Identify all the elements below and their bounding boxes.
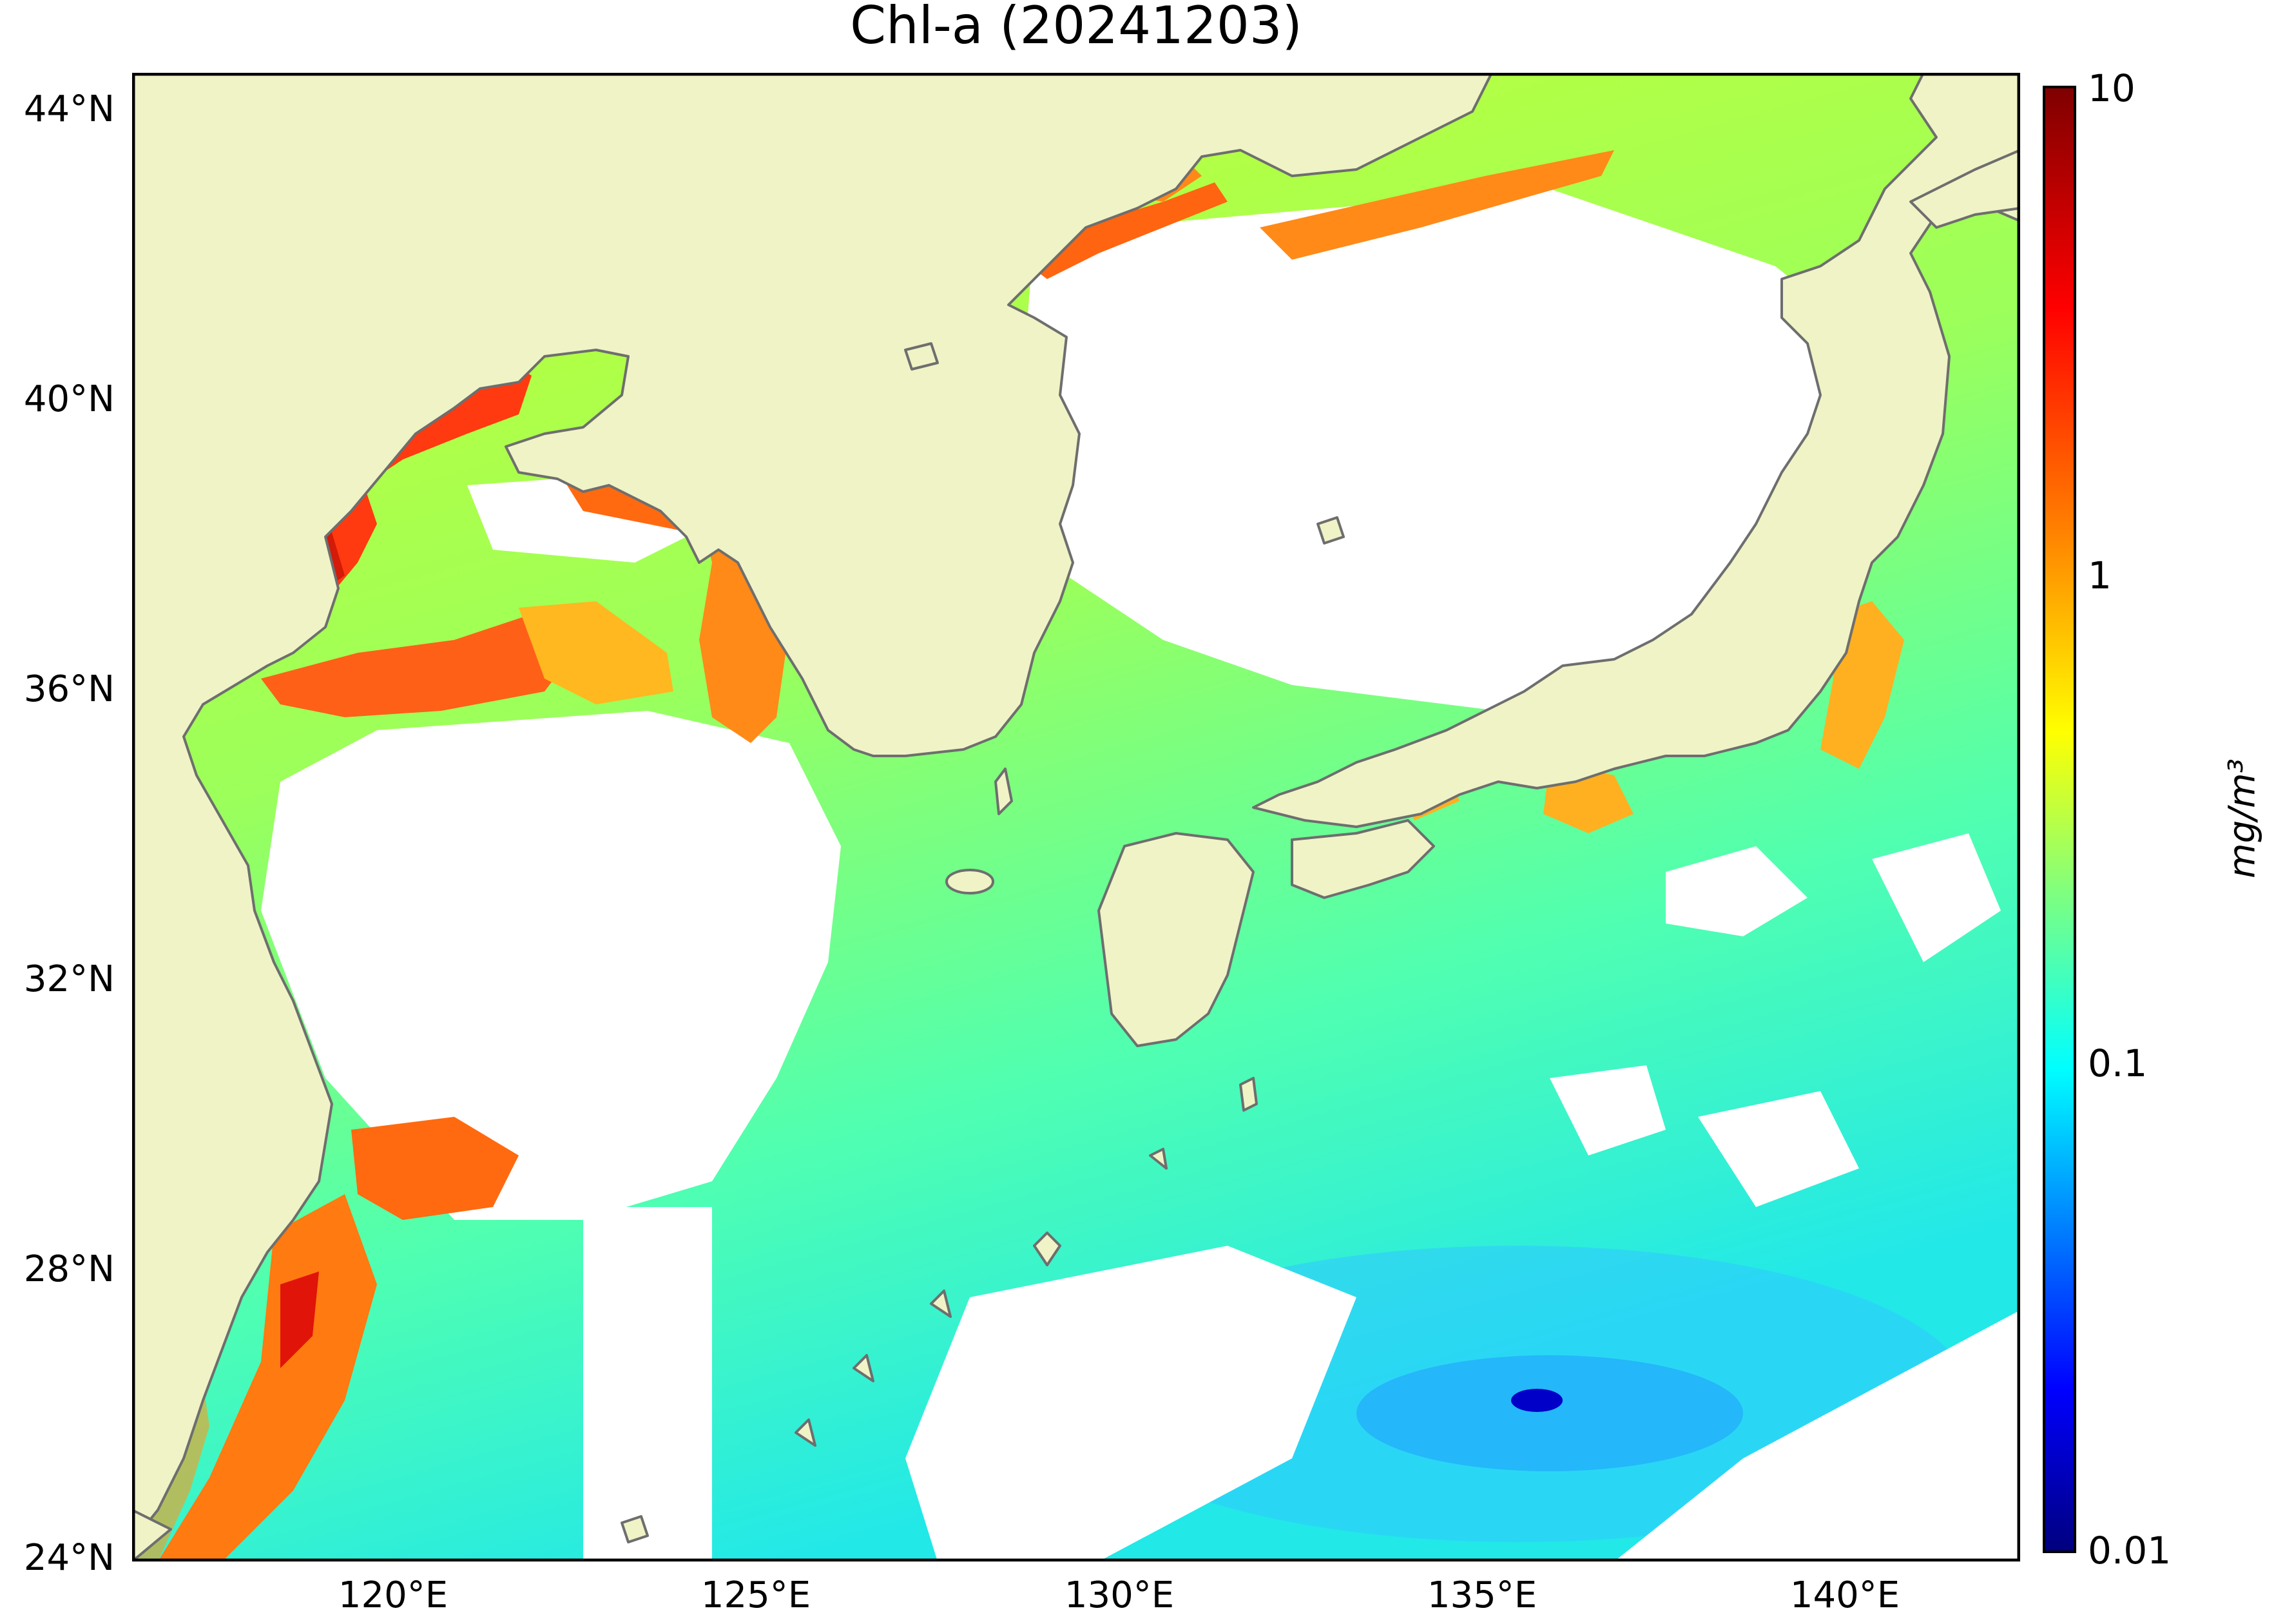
lon-tick-label: 125°E [700, 1574, 811, 1616]
japan-shikoku [1291, 819, 1435, 899]
asian-mainland [132, 73, 1493, 1543]
lon-tick-label: 130°E [1064, 1574, 1175, 1616]
jeju-island [945, 869, 994, 894]
colorbar-unit-label: mg/m³ [2221, 759, 2264, 878]
colorbar-tick-label: 10 [2088, 66, 2136, 110]
ryukyu-islands [1033, 1232, 1061, 1266]
land-masses [132, 73, 2020, 1561]
chlorophyll-map [132, 73, 2020, 1561]
colorbar-tick-label: 0.01 [2088, 1529, 2172, 1572]
lat-tick-label: 36°N [23, 668, 115, 710]
no-data-areas [261, 189, 2020, 1561]
taiwan [132, 1509, 172, 1561]
lat-tick-label: 44°N [23, 88, 115, 130]
colorbar [2043, 86, 2076, 1553]
lat-tick-label: 40°N [23, 378, 115, 420]
lat-tick-label: 32°N [23, 958, 115, 1000]
map-border [132, 73, 2020, 1561]
lat-tick-label: 28°N [23, 1248, 115, 1290]
lon-tick-label: 120°E [338, 1574, 448, 1616]
japan-honshu [1252, 73, 2020, 828]
lon-tick-label: 135°E [1427, 1574, 1538, 1616]
map-title: Chl-a (20241203) [850, 0, 1302, 55]
japan-kyushu [1097, 832, 1255, 1047]
lat-tick-label: 24°N [23, 1537, 115, 1579]
lon-tick-label: 140°E [1789, 1574, 1900, 1616]
japan-hokkaido [1909, 149, 2020, 229]
colorbar-tick-label: 0.1 [2088, 1041, 2148, 1085]
colorbar-tick-label: 1 [2088, 554, 2112, 597]
